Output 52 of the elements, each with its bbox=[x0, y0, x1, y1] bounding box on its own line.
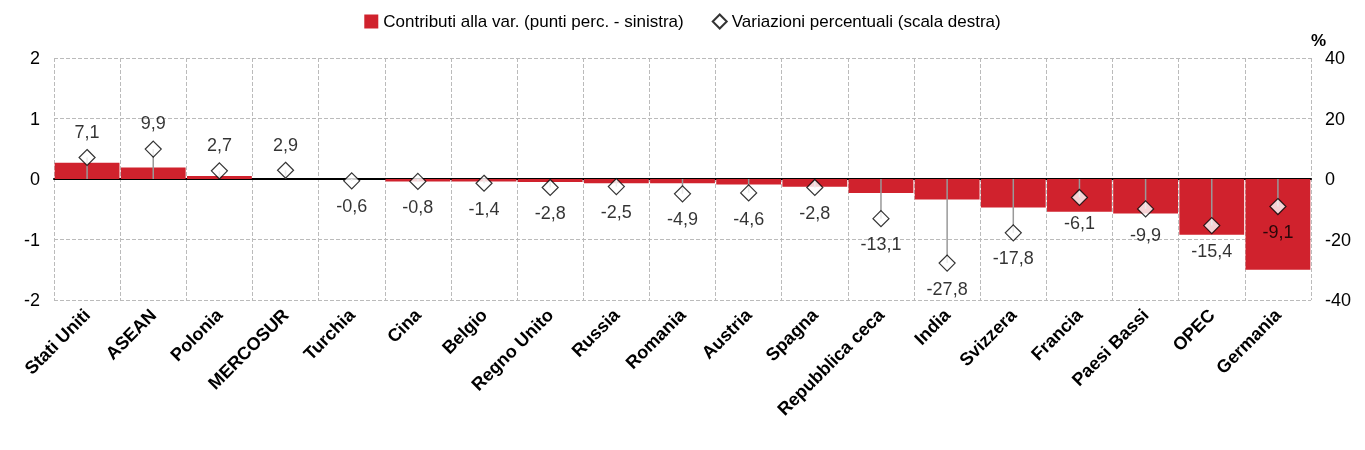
data-label: -0,6 bbox=[336, 196, 368, 217]
point bbox=[1269, 197, 1287, 216]
y2-axis-title: % bbox=[1311, 31, 1327, 51]
bar bbox=[1245, 179, 1311, 270]
legend-label: Variazioni percentuali (scala destra) bbox=[731, 12, 1001, 31]
data-label: -15,4 bbox=[1191, 241, 1233, 262]
y-tick-label: 2 bbox=[29, 48, 40, 68]
data-label: 2,9 bbox=[273, 134, 299, 155]
point bbox=[607, 177, 625, 196]
data-label: -2,5 bbox=[600, 202, 632, 223]
data-label: -17,8 bbox=[992, 248, 1034, 269]
data-label: -1,4 bbox=[468, 198, 500, 219]
data-label: 9,9 bbox=[140, 113, 166, 134]
data-label: -13,1 bbox=[860, 234, 902, 255]
point bbox=[872, 210, 890, 228]
point bbox=[541, 178, 559, 197]
point bbox=[806, 178, 824, 197]
data-label: -6,1 bbox=[1063, 213, 1095, 234]
point bbox=[343, 172, 361, 190]
point bbox=[1137, 200, 1155, 218]
data-label: -0,8 bbox=[402, 197, 434, 218]
data-label: 2,7 bbox=[206, 135, 232, 156]
data-label: -2,8 bbox=[799, 203, 831, 224]
data-label: -2,8 bbox=[534, 203, 566, 224]
data-label: -4,6 bbox=[733, 208, 765, 229]
point bbox=[409, 172, 427, 191]
x-tick-label: Cina bbox=[383, 304, 426, 347]
y-tick-label: 1 bbox=[29, 108, 40, 129]
data-label: -9,9 bbox=[1130, 224, 1162, 245]
y2-tick-label: -20 bbox=[1325, 229, 1352, 250]
point bbox=[1203, 216, 1221, 235]
bar bbox=[848, 179, 914, 193]
y2-tick-label: 40 bbox=[1325, 48, 1346, 68]
point bbox=[475, 174, 493, 192]
y-tick-label: 0 bbox=[29, 169, 40, 189]
data-label: -27,8 bbox=[926, 278, 968, 299]
bar bbox=[54, 162, 120, 179]
data-label: -9,1 bbox=[1262, 222, 1294, 243]
legend-label: Contributi alla var. (punti perc. - sinistra) bbox=[383, 12, 684, 31]
y-tick-label: -1 bbox=[23, 229, 40, 250]
y2-tick-label: 20 bbox=[1325, 108, 1346, 129]
y-tick-label: -2 bbox=[23, 290, 40, 310]
y2-tick-label: 0 bbox=[1325, 169, 1336, 189]
point bbox=[276, 161, 295, 179]
data-label: -4,9 bbox=[666, 209, 699, 230]
point bbox=[673, 185, 692, 203]
point bbox=[210, 162, 228, 180]
y2-tick-label: -40 bbox=[1325, 290, 1352, 310]
point bbox=[1004, 224, 1022, 242]
data-label: 7,1 bbox=[74, 121, 100, 142]
point bbox=[78, 148, 96, 167]
point bbox=[740, 184, 758, 202]
